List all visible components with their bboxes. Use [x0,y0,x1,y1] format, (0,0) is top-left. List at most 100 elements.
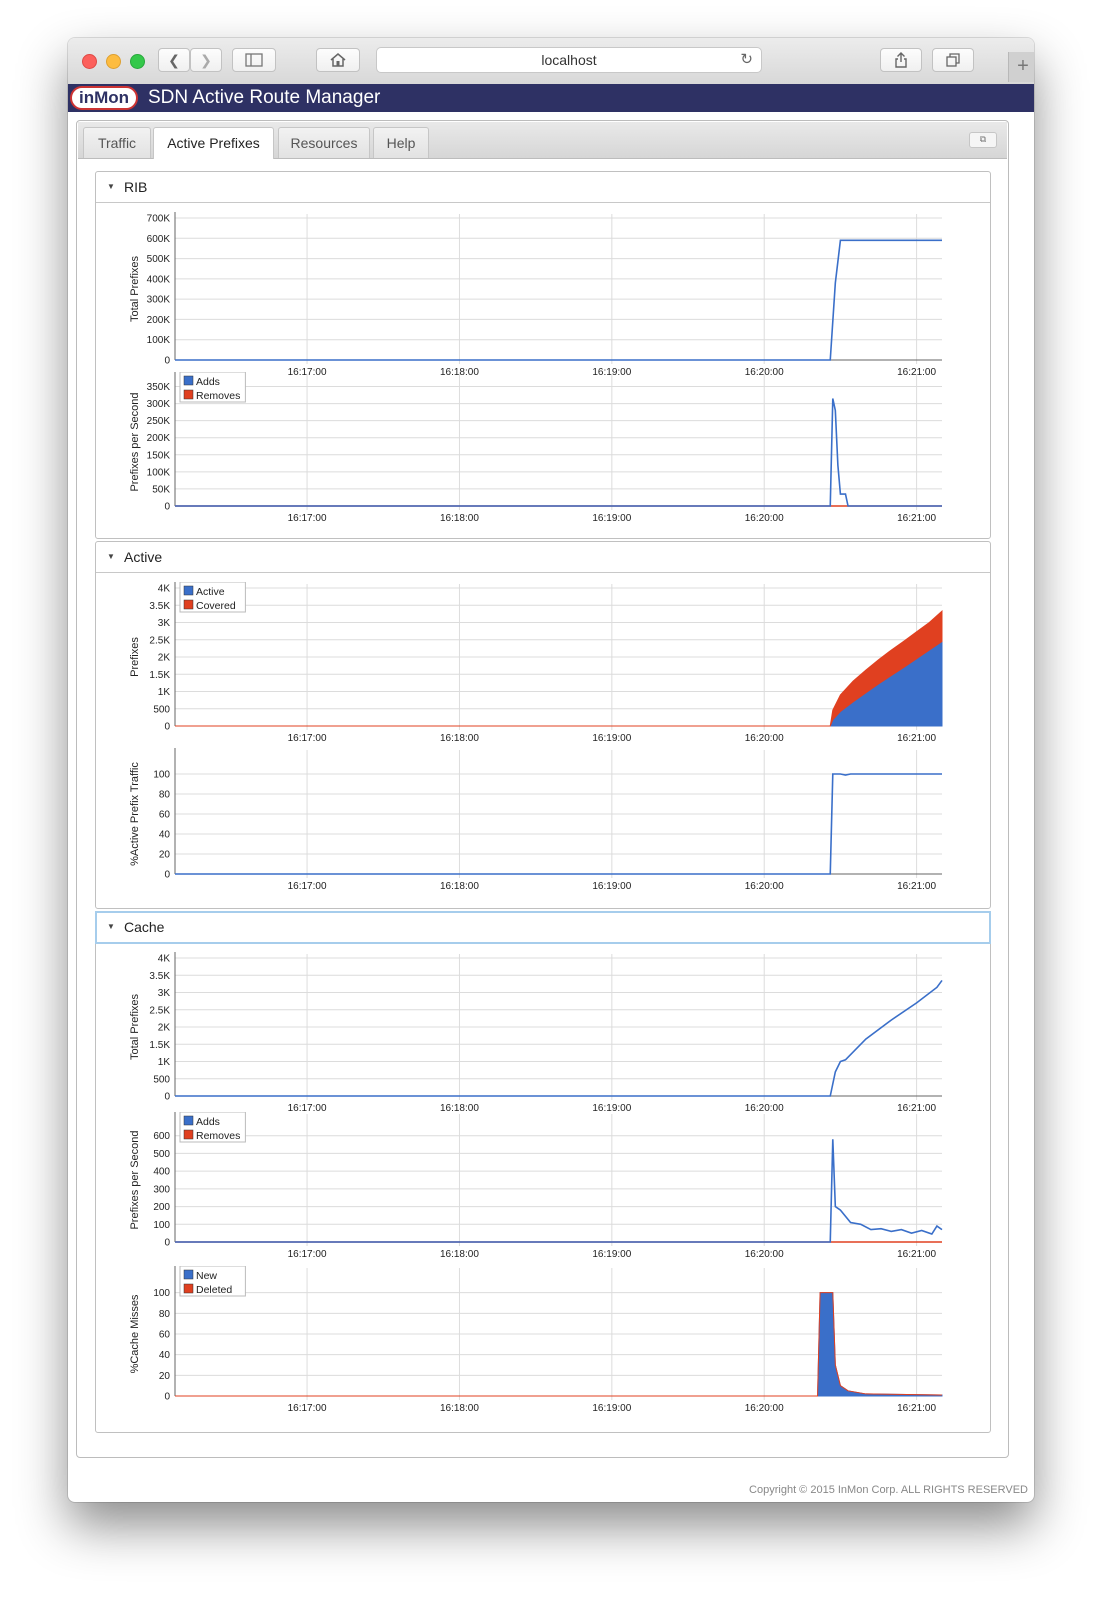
x-tick-label: 16:21:00 [897,513,936,524]
tab-container: Traffic Active Prefixes Resources Help ⧉… [76,120,1009,1458]
y-axis-label: Total Prefixes [129,255,141,322]
tabs-button[interactable] [932,48,974,72]
back-button[interactable]: ❮ [158,48,190,72]
y-axis-label: %Active Prefix Traffic [129,762,141,866]
rib-panel-header[interactable]: ▼ RIB [96,172,990,203]
x-tick-label: 16:18:00 [440,881,479,892]
rib-total-prefixes-chart: 0 100K 200K 300K 400K 500K 600K 700K 16:17:00 16:… [129,212,942,378]
legend-swatch [183,1129,194,1140]
y-tick-label: 1K [158,687,171,698]
y-tick-label: 100 [153,1220,170,1231]
x-tick-label: 16:19:00 [592,1403,631,1414]
x-tick-label: 16:18:00 [440,1249,479,1260]
legend-label: Active [196,586,225,598]
cache-panel: ▼ Cache 0 500 1K 1.5K 2K 2.5K 3K 3.5K 4K 16:17:00… [95,911,991,1433]
x-tick-label: 16:21:00 [897,1249,936,1260]
home-button[interactable] [316,48,360,72]
forward-button[interactable]: ❯ [190,48,222,72]
cache-panel-header[interactable]: ▼ Cache [95,911,991,944]
close-window-button[interactable] [82,54,97,69]
y-tick-label: 500 [153,1149,170,1160]
y-tick-label: 3.5K [149,971,170,982]
y-tick-label: 400K [147,274,171,285]
y-tick-label: 0 [164,356,170,367]
x-tick-label: 16:18:00 [440,1403,479,1414]
x-tick-label: 16:19:00 [592,367,631,378]
series-line [175,239,942,361]
y-tick-label: 700K [147,214,171,225]
x-tick-label: 16:17:00 [288,1103,327,1114]
share-icon [895,52,907,68]
y-tick-label: 300K [147,295,171,306]
active-prefix-traffic-chart: 0 20 40 60 80 100 16:17:00 16:18:00 16:19:00 16:2… [129,748,942,892]
legend-swatch [183,585,194,596]
sidebar-button[interactable] [232,48,276,72]
y-tick-label: 3K [158,988,171,999]
y-tick-label: 3.5K [149,601,170,612]
address-text: localhost [541,52,597,68]
y-tick-label: 2.5K [149,635,170,646]
y-tick-label: 40 [159,1350,171,1361]
y-tick-label: 0 [164,1238,170,1249]
legend-label: Covered [196,600,236,612]
x-tick-label: 16:20:00 [745,1103,784,1114]
x-tick-label: 16:17:00 [288,1403,327,1414]
x-tick-label: 16:17:00 [288,881,327,892]
y-tick-label: 600K [147,234,171,245]
tab-help[interactable]: Help [373,127,429,158]
cache-misses-chart: 0 20 40 60 80 100 16:17:00 16:18:00 16:19:00 16:2… [129,1266,943,1414]
x-tick-label: 16:19:00 [592,513,631,524]
x-tick-label: 16:18:00 [440,1103,479,1114]
series-line-adds [175,1139,943,1243]
series-area-covered [175,609,943,727]
x-tick-label: 16:17:00 [288,513,327,524]
y-tick-label: 0 [164,1392,170,1403]
y-tick-label: 2K [158,653,171,664]
zoom-window-button[interactable] [130,54,145,69]
legend-swatch [183,1115,194,1126]
x-tick-label: 16:18:00 [440,513,479,524]
chart-legend: New Deleted [179,1266,246,1297]
y-tick-label: 0 [164,722,170,733]
y-tick-label: 600 [153,1131,170,1142]
x-tick-label: 16:19:00 [592,733,631,744]
address-bar[interactable]: localhost ↻ [376,47,762,73]
x-tick-label: 16:21:00 [897,733,936,744]
cache-panel-title: Cache [124,919,165,935]
y-tick-label: 1.5K [149,670,170,681]
restore-icon[interactable]: ⧉ [969,132,997,148]
back-chevron-icon: ❮ [168,51,180,68]
y-tick-label: 20 [159,850,171,861]
chart-legend: Active Covered [179,582,246,613]
legend-label: Adds [196,1116,220,1128]
app-title: SDN Active Route Manager [148,87,381,108]
y-tick-label: 20 [159,1371,171,1382]
y-tick-label: 350K [147,382,171,393]
x-tick-label: 16:21:00 [897,367,936,378]
y-tick-label: 0 [164,870,170,881]
active-panel-header[interactable]: ▼ Active [96,542,990,573]
x-tick-label: 16:20:00 [745,367,784,378]
x-tick-label: 16:19:00 [592,881,631,892]
x-tick-label: 16:20:00 [745,1249,784,1260]
x-tick-label: 16:20:00 [745,881,784,892]
x-tick-label: 16:20:00 [745,733,784,744]
forward-chevron-icon: ❯ [200,51,212,68]
minimize-window-button[interactable] [106,54,121,69]
y-tick-label: 4K [158,584,171,595]
x-tick-label: 16:21:00 [897,1103,936,1114]
plus-icon: + [1017,55,1029,77]
tab-traffic[interactable]: Traffic [83,127,151,158]
new-tab-button[interactable]: + [1008,52,1034,82]
series-line [175,979,943,1097]
tab-active-prefixes[interactable]: Active Prefixes [153,127,274,159]
reload-icon[interactable]: ↻ [740,51,753,68]
series-line [175,773,942,875]
y-tick-label: 0 [164,1092,170,1103]
y-tick-label: 200K [147,315,171,326]
x-tick-label: 16:19:00 [592,1103,631,1114]
tab-resources[interactable]: Resources [278,127,370,158]
x-tick-label: 16:19:00 [592,1249,631,1260]
y-tick-label: 500 [153,704,170,715]
share-button[interactable] [880,48,922,72]
